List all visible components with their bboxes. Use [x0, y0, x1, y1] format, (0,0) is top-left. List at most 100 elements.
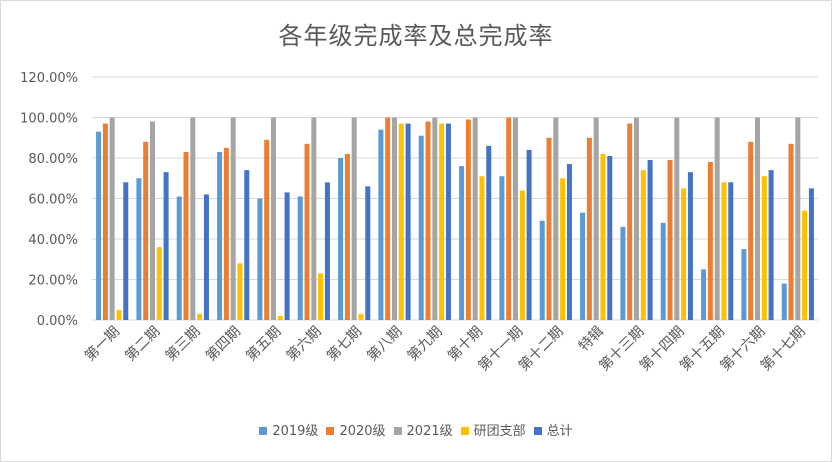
chart-title: 各年级完成率及总完成率 — [278, 22, 554, 50]
bar — [513, 117, 518, 320]
bar — [351, 117, 357, 320]
bar — [506, 117, 512, 320]
bar — [418, 135, 424, 320]
bar — [109, 117, 115, 320]
x-tick-label: 第八期 — [364, 323, 406, 365]
legend-swatch — [533, 427, 542, 435]
bar — [593, 117, 599, 320]
legend-swatch — [259, 427, 268, 435]
bar — [365, 186, 371, 320]
bar — [136, 178, 142, 320]
bar — [230, 117, 236, 320]
gridlines — [92, 76, 818, 321]
bar — [479, 176, 485, 320]
bars — [96, 117, 814, 321]
bar — [190, 117, 196, 320]
bar — [761, 176, 767, 320]
x-tick-label: 第五期 — [243, 323, 285, 365]
y-tick-label: 20.00% — [28, 274, 78, 289]
bar — [674, 117, 680, 320]
bar — [660, 222, 666, 320]
legend-item: 2019级 — [259, 420, 318, 439]
bar — [338, 158, 344, 320]
bar — [586, 137, 592, 320]
bar — [217, 151, 223, 320]
bar — [102, 123, 108, 320]
y-axis-ticks: 0.00% 20.00% 40.00% 60.00% 80.00% 100.00% 120.… — [20, 71, 78, 329]
bar — [647, 160, 653, 320]
legend-label: 2019级 — [272, 424, 319, 439]
bar — [378, 129, 384, 320]
bar — [197, 313, 203, 320]
bar — [324, 182, 330, 320]
bar — [264, 139, 270, 320]
bar — [318, 273, 324, 320]
bar — [271, 117, 276, 320]
legend: 2019级 2020级 2021级 研团支部 总计 — [0, 420, 832, 439]
legend-swatch — [393, 427, 402, 435]
y-tick-label: 60.00% — [28, 193, 78, 208]
legend-swatch — [326, 427, 335, 435]
bar — [223, 147, 229, 321]
bar — [237, 263, 243, 320]
y-tick-label: 80.00% — [28, 152, 78, 167]
bar — [304, 143, 310, 320]
bar — [277, 315, 283, 320]
bar — [755, 117, 760, 320]
bar — [539, 220, 545, 320]
bar — [707, 162, 713, 320]
bar — [398, 123, 404, 320]
bar — [721, 182, 727, 320]
bar — [802, 210, 808, 320]
bar — [439, 123, 445, 320]
bar — [640, 170, 646, 320]
legend-item: 总计 — [533, 420, 573, 439]
bar — [808, 188, 814, 320]
bar — [781, 283, 787, 320]
y-tick-label: 120.00% — [20, 71, 78, 86]
x-tick-label: 第十二期 — [515, 323, 567, 375]
bar — [459, 166, 465, 320]
bar — [560, 178, 566, 320]
bar — [795, 117, 801, 320]
bar — [183, 151, 189, 320]
bar — [714, 117, 720, 320]
bar — [519, 190, 525, 320]
bar — [788, 143, 794, 320]
legend-label: 2020级 — [339, 424, 386, 439]
bar — [385, 117, 391, 320]
bar — [465, 119, 471, 321]
legend-label: 总计 — [546, 424, 573, 439]
x-tick-label: 特辑 — [576, 324, 607, 355]
x-tick-label: 第九期 — [404, 323, 446, 365]
bar — [297, 196, 303, 320]
legend-swatch — [460, 427, 469, 435]
bar — [203, 194, 209, 320]
bar — [425, 121, 431, 320]
bar — [627, 123, 633, 320]
bar — [546, 137, 552, 320]
bar — [445, 123, 451, 320]
bar — [284, 192, 290, 320]
bar — [580, 212, 586, 320]
bar — [600, 153, 606, 320]
bar — [176, 196, 182, 320]
legend-label: 研团支部 — [473, 424, 526, 439]
bar — [116, 309, 122, 321]
bar — [123, 182, 129, 320]
legend-item: 研团支部 — [460, 420, 526, 439]
y-tick-label: 40.00% — [28, 233, 78, 248]
legend-item: 2020级 — [326, 420, 386, 439]
x-tick-label: 第六期 — [283, 323, 325, 365]
bar — [143, 141, 149, 320]
y-tick-label: 0.00% — [37, 314, 78, 329]
bar — [486, 145, 492, 320]
bar — [681, 188, 687, 320]
x-tick-label: 第十七期 — [757, 323, 809, 375]
bar — [163, 172, 169, 320]
bar — [244, 170, 250, 320]
bar — [499, 176, 505, 320]
x-tick-label: 第七期 — [323, 323, 365, 365]
bar — [566, 164, 572, 320]
